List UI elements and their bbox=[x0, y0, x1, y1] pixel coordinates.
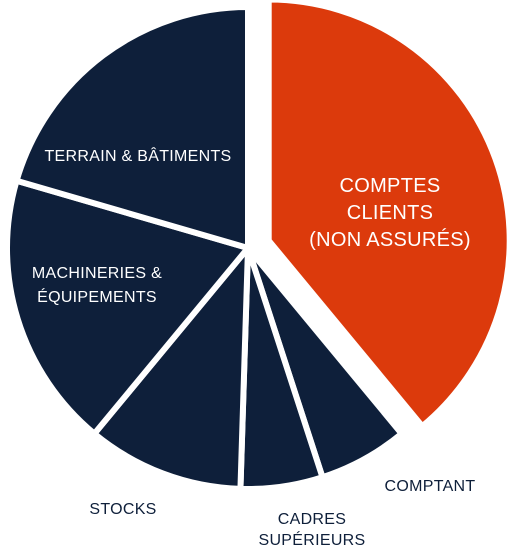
slice-label-line: COMPTANT bbox=[385, 478, 476, 495]
pie-slice bbox=[4, 177, 254, 438]
slice-label: TERRAIN & BÂTIMENTS bbox=[44, 146, 231, 165]
slice-label-line: ÉQUIPEMENTS bbox=[37, 287, 157, 306]
slice-label: MACHINERIES & ÉQUIPEMENTS bbox=[32, 265, 162, 306]
slice-label-line: TERRAIN & BÂTIMENTS bbox=[44, 146, 231, 165]
pie-slice bbox=[265, 0, 513, 431]
slice-label: STOCKS bbox=[89, 501, 156, 518]
slice-label-line: (NON ASSURÉS) bbox=[309, 228, 471, 251]
slice-label: COMPTES CLIENTS (NON ASSURÉS) bbox=[309, 175, 471, 251]
slice-label-line: CADRES bbox=[278, 511, 346, 528]
pie-slice bbox=[12, 3, 251, 252]
slice-label: CADRES SUPÉRIEURS bbox=[258, 511, 365, 549]
slice-label-line: CLIENTS bbox=[347, 202, 434, 224]
slice-label-line: MACHINERIES & bbox=[32, 265, 162, 282]
slice-label: COMPTANT bbox=[385, 478, 476, 495]
slice-label-line: STOCKS bbox=[89, 501, 156, 518]
slice-label-line: COMPTES bbox=[340, 175, 441, 197]
slice-label-line: SUPÉRIEURS bbox=[258, 530, 365, 549]
pie-slice bbox=[90, 239, 252, 492]
